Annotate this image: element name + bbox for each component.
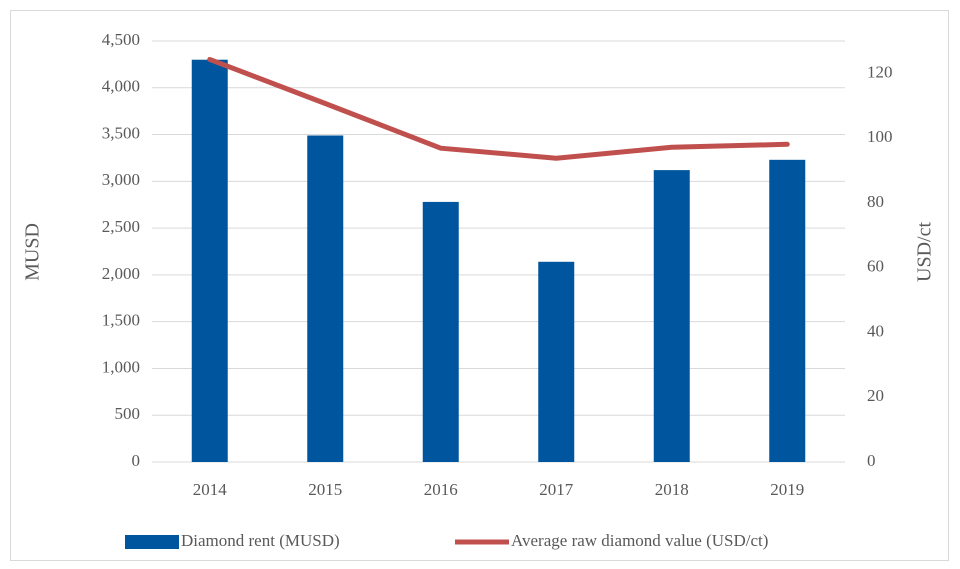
chart-border	[10, 10, 949, 561]
y-tick-label: 2,500	[102, 217, 140, 236]
y2-tick-label: 40	[867, 321, 884, 340]
y-tick-label: 1,500	[102, 311, 140, 330]
y-tick-label: 0	[132, 451, 141, 470]
x-tick-label: 2019	[770, 480, 804, 499]
bar	[307, 135, 344, 463]
y-tick-label: 1,000	[102, 357, 140, 376]
bar	[422, 201, 459, 462]
y2-tick-label: 60	[867, 257, 884, 276]
y-tick-label: 3,500	[102, 123, 140, 142]
x-tick-label: 2014	[193, 480, 228, 499]
y-tick-label: 4,500	[102, 30, 140, 49]
y-tick-label: 2,000	[102, 264, 140, 283]
legend-label: Diamond rent (MUSD)	[181, 531, 340, 550]
x-tick-label: 2015	[308, 480, 342, 499]
y-tick-label: 500	[115, 404, 141, 423]
y2-tick-label: 100	[867, 127, 893, 146]
x-tick-label: 2016	[424, 480, 458, 499]
y-axis-label: MUSD	[22, 223, 44, 281]
legend-swatch	[125, 535, 179, 549]
y2-axis-label: USD/ct	[914, 222, 936, 282]
x-tick-label: 2018	[655, 480, 689, 499]
bar	[538, 261, 575, 462]
legend-label: Average raw diamond value (USD/ct)	[511, 531, 768, 550]
y2-tick-label: 0	[867, 451, 876, 470]
y-tick-label: 3,000	[102, 170, 140, 189]
y-tick-label: 4,000	[102, 77, 140, 96]
line	[207, 56, 790, 161]
bar	[653, 170, 690, 462]
bar	[191, 59, 228, 462]
y2-tick-label: 20	[867, 386, 884, 405]
x-tick-label: 2017	[539, 480, 574, 499]
y2-tick-label: 80	[867, 192, 884, 211]
y2-tick-label: 120	[867, 62, 893, 81]
bar	[769, 159, 806, 462]
